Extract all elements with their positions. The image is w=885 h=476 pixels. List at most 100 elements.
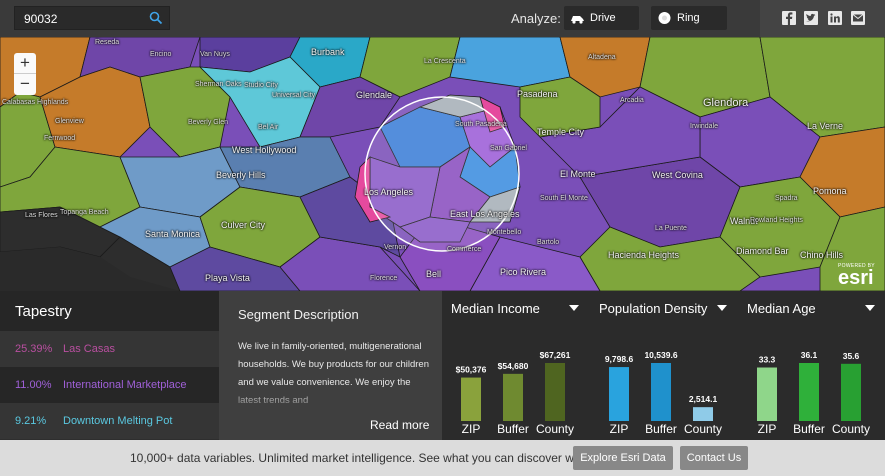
map-label: La Verne [807, 121, 844, 131]
bar-value-label: 2,514.1 [689, 394, 718, 404]
search-box[interactable]: 90032 [14, 6, 170, 30]
tapestry-row[interactable]: 11.00% International Marketplace [0, 367, 219, 403]
map-label: Burbank [311, 47, 345, 57]
map-label: Rowland Heights [750, 217, 803, 224]
bar-county[interactable] [693, 407, 713, 421]
mail-icon[interactable] [851, 11, 865, 25]
explore-data-button[interactable]: Explore Esri Data [573, 446, 673, 470]
map-view[interactable]: + − Reseda Encino Van Nuys Burbank La Cr… [0, 37, 885, 291]
bar-zip[interactable] [461, 377, 481, 421]
map-label: Reseda [95, 39, 120, 46]
map-label: Van Nuys [200, 51, 230, 58]
top-bar: 90032 Analyze: Drive Time Ring Buffer [0, 0, 885, 48]
category-label: County [536, 422, 574, 436]
esri-attribution[interactable]: POWERED BY esri [838, 263, 875, 289]
map-label: Commerce [447, 246, 482, 253]
map-label: Pico Rivera [500, 267, 547, 277]
tapestry-row[interactable]: 9.21% Downtown Melting Pot [0, 403, 219, 439]
bar-value-label: $50,376 [456, 365, 487, 375]
map-label: Santa Monica [145, 229, 201, 239]
chevron-down-icon[interactable] [717, 305, 727, 311]
bar-county[interactable] [545, 363, 565, 421]
bar-value-label: 33.3 [759, 354, 776, 364]
search-input[interactable]: 90032 [24, 12, 58, 26]
map-label: Encino [150, 51, 172, 58]
search-icon[interactable] [149, 11, 163, 25]
chart-title: Median Income [451, 301, 540, 316]
category-label: Buffer [497, 422, 529, 436]
category-label: Buffer [793, 422, 825, 436]
twitter-icon[interactable] [804, 11, 818, 25]
tapestry-pct: 25.39% [15, 343, 53, 355]
tapestry-name: Las Casas [63, 343, 115, 355]
chevron-down-icon[interactable] [569, 305, 579, 311]
median-income-panel: Median Income $50,376 ZIP $54,680 Buffer $67… [443, 291, 589, 440]
map-label: Sherman Oaks [195, 81, 242, 88]
map-label: La Crescenta [424, 58, 466, 65]
map-label: Studio City [244, 82, 278, 89]
tapestry-row[interactable]: 25.39% Las Casas [0, 331, 219, 367]
zoom-control: + − [14, 53, 36, 95]
read-more-button[interactable]: Read more [370, 418, 430, 432]
analyze-label: Analyze: [511, 11, 561, 26]
map-label: Beverly Hills [216, 170, 266, 180]
category-label: ZIP [758, 422, 777, 436]
segment-fade [219, 387, 442, 417]
bar-value-label: 36.1 [801, 350, 818, 360]
median-age-chart: 33.3 ZIP 36.1 Buffer 35.6 County [757, 350, 870, 436]
map-label: La Puente [655, 225, 687, 232]
category-label: County [684, 422, 722, 436]
tapestry-title: Tapestry [0, 291, 219, 331]
map-label: Spadra [775, 195, 798, 202]
map-label: Culver City [221, 220, 266, 230]
bar-zip[interactable] [757, 367, 777, 421]
tapestry-name: Downtown Melting Pot [63, 415, 173, 427]
bar-buffer[interactable] [651, 363, 671, 421]
map-label: Walnut [730, 216, 758, 226]
map-label: Vernon [384, 244, 407, 251]
map-label: Glendora [703, 97, 749, 109]
chevron-down-icon[interactable] [865, 305, 875, 311]
map-label: Altadena [588, 54, 616, 61]
bar-buffer[interactable] [799, 363, 819, 421]
map-label: Calabasas Highlands [2, 99, 69, 106]
bar-value-label: $54,680 [498, 361, 529, 371]
chart-title: Population Density [599, 301, 708, 316]
category-label: ZIP [610, 422, 629, 436]
population-density-chart: 9,798.6 ZIP 10,539.6 Buffer 2,514.1 County [605, 350, 722, 436]
map-label: Playa Vista [205, 273, 250, 283]
bar-zip[interactable] [609, 367, 629, 421]
segment-panel: Segment Description We live in family-or… [219, 291, 442, 440]
map-label: Diamond Bar [736, 246, 789, 256]
map-label: Florence [370, 275, 398, 282]
zoom-out-button[interactable]: − [20, 74, 30, 93]
map-label: Beverly Glen [188, 119, 229, 126]
tapestry-pct: 9.21% [15, 415, 47, 427]
zoom-in-button[interactable]: + [14, 53, 36, 74]
map-label: Bell [426, 269, 442, 279]
facebook-icon[interactable] [782, 11, 796, 25]
map-label: Las Flores [25, 212, 58, 219]
bar-value-label: $67,261 [540, 350, 571, 360]
ring-buffer-button[interactable]: Ring Buffer [651, 6, 727, 48]
map-label: West Hollywood [232, 145, 297, 155]
map-label: Universal City [272, 92, 316, 99]
contact-us-button[interactable]: Contact Us [680, 446, 748, 470]
map-label: Glenview [55, 118, 84, 125]
map-label: Arcadia [620, 97, 644, 104]
map-label: Los Angeles [364, 187, 414, 197]
map-label: Bartolo [537, 239, 560, 246]
bar-buffer[interactable] [503, 373, 523, 421]
map-label: Fernwood [44, 135, 76, 142]
category-label: ZIP [462, 422, 481, 436]
segment-title: Segment Description [238, 307, 359, 322]
linkedin-icon[interactable] [828, 11, 842, 25]
map-label: Irwindale [690, 123, 719, 130]
footer-text: 10,000+ data variables. Unlimited market… [130, 451, 614, 465]
drive-time-button[interactable]: Drive Time [564, 6, 639, 48]
map-label: Temple City [537, 127, 585, 137]
category-label: Buffer [645, 422, 677, 436]
tapestry-pct: 11.00% [15, 379, 52, 391]
bar-county[interactable] [841, 363, 861, 421]
map-label: Chino Hills [800, 250, 844, 260]
